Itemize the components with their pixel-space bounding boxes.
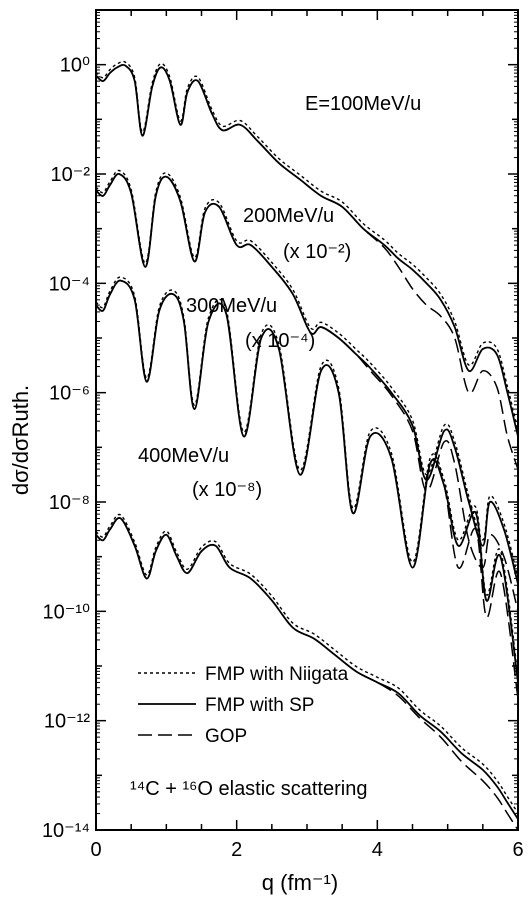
y-tick-label: 10⁻⁸ — [49, 492, 90, 514]
y-tick-label: 10⁻⁴ — [49, 273, 90, 295]
x-tick-label: 2 — [231, 839, 242, 861]
annotation-scale-200: (x 10⁻²) — [283, 241, 351, 263]
y-tick-label: 10⁻² — [51, 164, 91, 186]
y-axis-title: dσ/dσRuth. — [8, 385, 33, 495]
series-300-fmp-niigata — [95, 276, 519, 677]
annotation-e100: E=100MeV/u — [305, 93, 421, 115]
annotation-e300: 300MeV/u — [186, 295, 277, 317]
annotation-e200: 200MeV/u — [243, 205, 334, 227]
x-tick-label: 6 — [512, 839, 523, 861]
x-axis-title: q (fm⁻¹) — [262, 870, 338, 895]
y-tick-label: 10⁻¹⁴ — [42, 820, 90, 842]
y-tick-labels: 10⁰ 10⁻² 10⁻⁴ 10⁻⁶ 10⁻⁸ 10⁻¹⁰ 10⁻¹² 10⁻¹⁴ — [42, 55, 90, 842]
series-400-fmp-niigata — [95, 513, 519, 814]
y-tick-label: 10⁻¹² — [44, 711, 90, 733]
y-tick-label: 10⁻⁶ — [49, 383, 90, 405]
plot-frame — [95, 9, 519, 831]
series-200-fmp-sp — [95, 173, 519, 585]
legend-label-niigata: FMP with Niigata — [205, 664, 349, 685]
x-tick-label: 4 — [372, 839, 383, 861]
annotation-scale-300: (x 10⁻⁴) — [245, 330, 315, 352]
y-tick-label: 10⁰ — [60, 55, 90, 77]
legend: FMP with Niigata FMP with SP GOP — [138, 664, 349, 747]
y-tick-label: 10⁻¹⁰ — [43, 601, 90, 623]
legend-label-sp: FMP with SP — [205, 695, 314, 716]
annotation-scale-400: (x 10⁻⁸) — [192, 479, 262, 501]
annotation-reaction: ¹⁴C + ¹⁶O elastic scattering — [130, 778, 367, 800]
x-tick-label: 0 — [90, 839, 101, 861]
annotation-e400: 400MeV/u — [138, 445, 229, 467]
x-tick-labels: 0 2 4 6 — [90, 839, 523, 861]
series-200-gop — [95, 173, 519, 612]
series-100-gop — [95, 64, 519, 470]
series-200-fmp-niigata — [95, 169, 519, 579]
curves — [95, 60, 519, 831]
series-400-gop — [95, 517, 519, 831]
legend-label-gop: GOP — [205, 726, 247, 747]
